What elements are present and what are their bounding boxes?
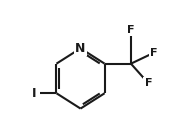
Text: F: F	[127, 25, 135, 35]
Text: F: F	[150, 48, 158, 58]
Text: I: I	[32, 87, 37, 100]
Text: F: F	[145, 78, 152, 88]
Text: N: N	[75, 42, 86, 55]
